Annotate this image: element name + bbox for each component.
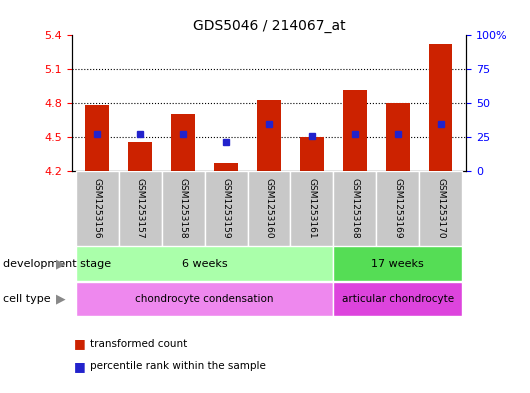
Text: development stage: development stage [3,259,111,269]
Bar [386,103,410,171]
Title: GDS5046 / 214067_at: GDS5046 / 214067_at [193,19,345,33]
Bar [333,246,462,281]
Bar [248,171,290,246]
Bar [76,171,119,246]
Text: articular chondrocyte: articular chondrocyte [342,294,454,304]
Text: GSM1253161: GSM1253161 [307,178,316,239]
Text: GSM1253158: GSM1253158 [179,178,188,239]
Text: percentile rank within the sample: percentile rank within the sample [90,361,266,371]
Bar [205,171,248,246]
Text: GSM1253157: GSM1253157 [136,178,145,239]
Text: ■: ■ [74,337,86,351]
Bar [76,246,333,281]
Text: ■: ■ [74,360,86,373]
Bar [257,100,281,171]
Bar [214,163,238,171]
Bar [128,141,152,171]
Text: GSM1253159: GSM1253159 [222,178,231,239]
Bar [300,137,324,171]
Text: GSM1253168: GSM1253168 [350,178,359,239]
Text: GSM1253156: GSM1253156 [93,178,102,239]
Bar [290,171,333,246]
Text: GSM1253169: GSM1253169 [393,178,402,239]
Bar [119,171,162,246]
Bar [429,44,453,171]
Bar [343,90,367,171]
Text: cell type: cell type [3,294,50,304]
Bar [76,282,333,316]
Bar [333,171,376,246]
Bar [419,171,462,246]
Bar [171,114,195,171]
Text: transformed count: transformed count [90,339,187,349]
Text: ▶: ▶ [56,292,66,306]
Bar [376,171,419,246]
Bar [85,105,109,171]
Text: chondrocyte condensation: chondrocyte condensation [135,294,274,304]
Text: ▶: ▶ [56,257,66,270]
Bar [333,282,462,316]
Bar [162,171,205,246]
Text: GSM1253170: GSM1253170 [436,178,445,239]
Text: 6 weeks: 6 weeks [182,259,227,269]
Text: GSM1253160: GSM1253160 [264,178,273,239]
Text: 17 weeks: 17 weeks [372,259,424,269]
